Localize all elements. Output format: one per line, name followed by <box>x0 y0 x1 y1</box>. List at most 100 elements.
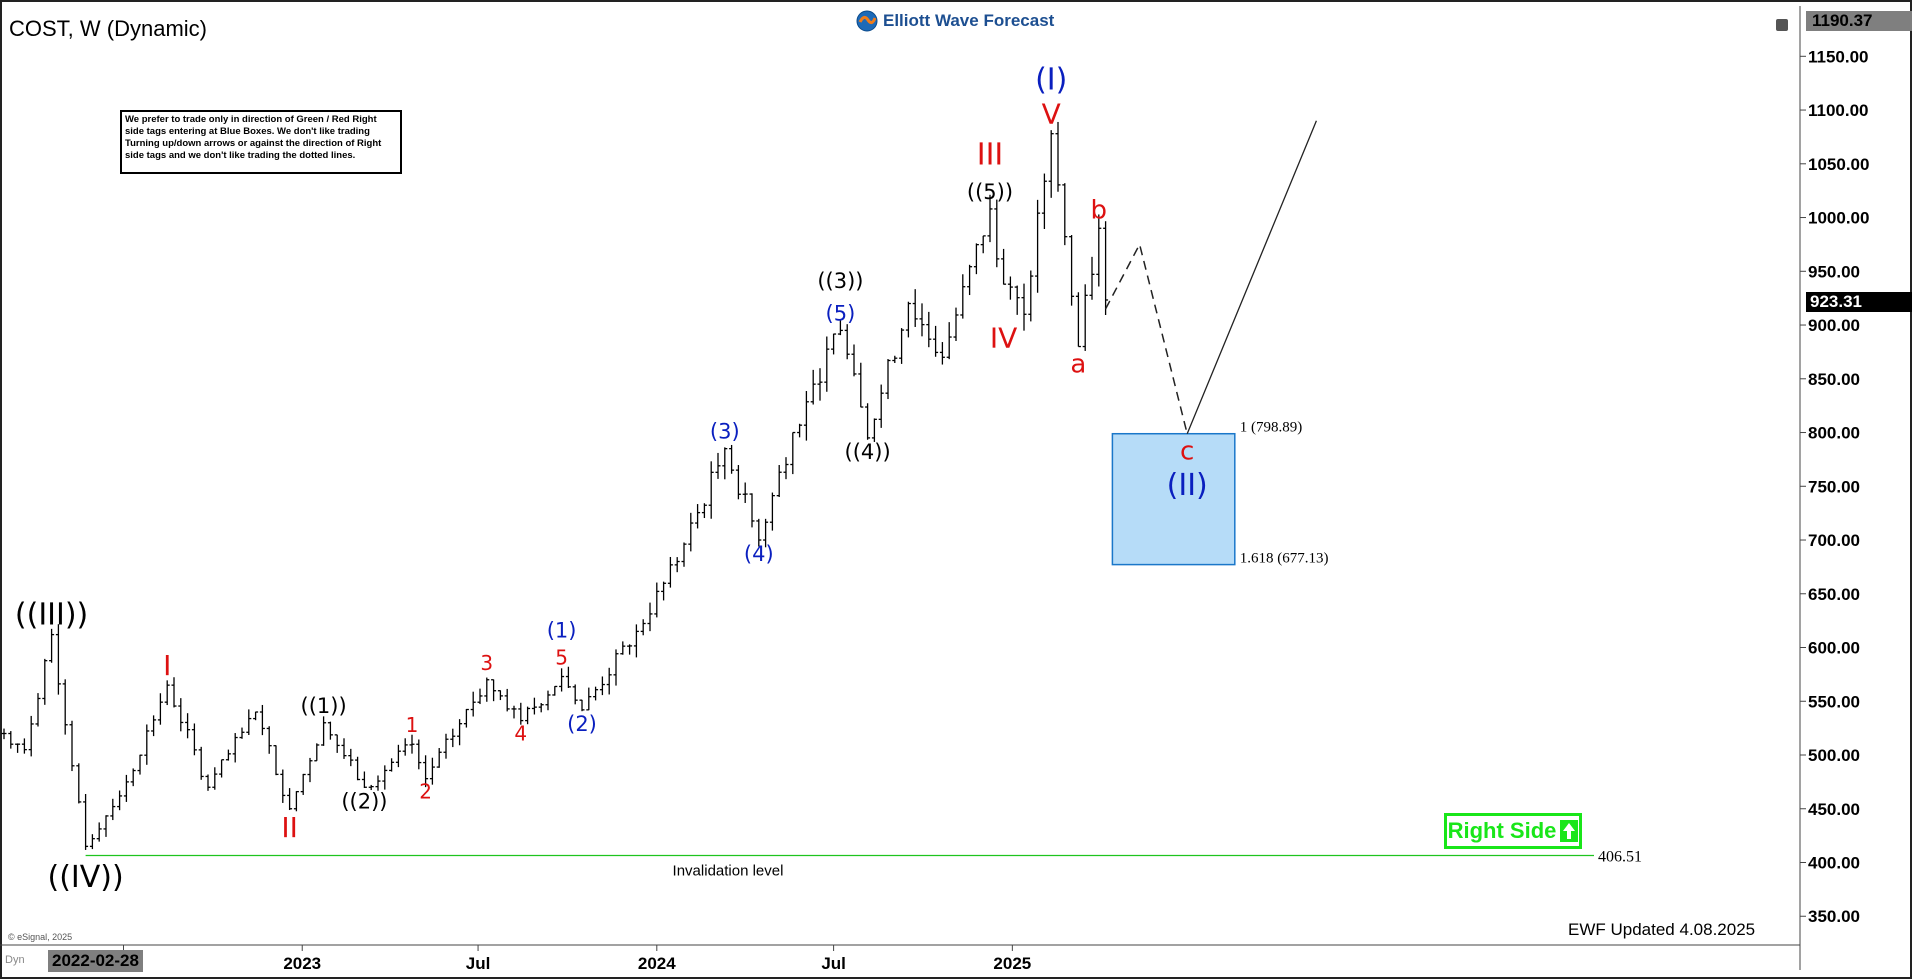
ohlc-bar <box>994 199 1000 268</box>
ohlc-bar <box>1014 285 1020 315</box>
price-tick-label: 900.00 <box>1808 316 1860 335</box>
price-tick-label: 500.00 <box>1808 746 1860 765</box>
ohlc-bar <box>491 679 497 702</box>
ohlc-bar <box>844 324 850 360</box>
ohlc-bar <box>525 706 531 725</box>
ohlc-bar <box>776 465 782 498</box>
ohlc-bar <box>790 431 796 475</box>
ohlc-bar <box>96 822 102 842</box>
wave-label: (1) <box>547 619 577 643</box>
ohlc-bar <box>708 461 714 519</box>
wave-label: (2) <box>567 712 597 736</box>
ohlc-bar <box>470 691 476 717</box>
ohlc-bar <box>899 328 905 364</box>
wave-label: 1 <box>406 713 419 737</box>
ohlc-bar <box>232 733 238 763</box>
time-tick-label: 2025 <box>993 954 1031 973</box>
wave-label: 4 <box>514 722 527 746</box>
ohlc-bar <box>511 705 517 719</box>
price-tick-label: 700.00 <box>1808 531 1860 550</box>
ohlc-bar <box>878 384 884 428</box>
time-tick-label: Jul <box>821 954 846 973</box>
box-top-label: 1 (798.89) <box>1240 420 1303 436</box>
wave-label: (3) <box>710 420 740 444</box>
ohlc-bar <box>382 765 388 790</box>
ohlc-bar <box>1089 256 1095 300</box>
ohlc-bar <box>912 289 918 327</box>
wave-label: IV <box>990 322 1017 355</box>
ohlc-bar <box>1007 276 1013 300</box>
price-top-tag: 1190.37 <box>1806 11 1912 31</box>
ohlc-bar <box>117 790 123 811</box>
time-tick-label: 2023 <box>283 954 321 973</box>
ohlc-bar <box>429 757 435 785</box>
chart-title: COST, W (Dynamic) <box>9 16 207 41</box>
ohlc-bar <box>518 702 524 725</box>
ohlc-bar <box>701 503 707 519</box>
ohlc-bar <box>266 726 272 754</box>
ohlc-bar <box>946 322 952 360</box>
ohlc-bar <box>1082 284 1088 351</box>
ohlc-bar <box>885 359 891 400</box>
logo-icon <box>856 10 878 32</box>
ohlc-bar <box>436 748 442 768</box>
ohlc-bar <box>545 690 551 711</box>
window-restore-icon[interactable] <box>1776 19 1788 31</box>
ohlc-bar <box>361 771 367 789</box>
ohlc-bar <box>1021 283 1027 331</box>
ohlc-bar <box>314 743 320 762</box>
ohlc-bar <box>1041 173 1047 229</box>
ohlc-bar <box>871 418 877 442</box>
price-tick-label: 650.00 <box>1808 585 1860 604</box>
ohlc-bar <box>980 235 986 254</box>
ohlc-bar <box>722 447 728 480</box>
ohlc-bar <box>198 746 204 780</box>
wave-label: 2 <box>419 780 432 804</box>
ohlc-bar <box>457 719 463 746</box>
ohlc-bar <box>1069 235 1075 306</box>
wave-label: ((3)) <box>817 269 863 293</box>
ohlc-bar <box>783 457 789 480</box>
ohlc-bar <box>858 362 864 408</box>
wave-label: (5) <box>826 301 856 325</box>
last-price-tag: 923.31 <box>1806 292 1912 312</box>
ohlc-bar <box>661 581 667 601</box>
ohlc-bar <box>477 688 483 705</box>
ohlc-bar <box>253 711 259 721</box>
ohlc-bar <box>191 723 197 756</box>
ohlc-bar <box>35 693 41 727</box>
ohlc-bar <box>28 715 34 757</box>
ohlc-bar <box>212 767 218 790</box>
ohlc-bar <box>497 690 503 701</box>
ohlc-bar <box>538 702 544 713</box>
wave-label: (II) <box>1167 468 1208 503</box>
ohlc-bar <box>8 731 14 749</box>
ohlc-bar <box>763 518 769 548</box>
ohlc-bar <box>613 649 619 686</box>
wave-label: ((2)) <box>341 789 387 813</box>
ohlc-bar <box>654 582 660 618</box>
wave-label: (4) <box>744 542 774 566</box>
ohlc-bar <box>355 756 361 781</box>
price-tick-label: 1000.00 <box>1808 209 1869 228</box>
invalidation-label: Invalidation level <box>673 863 784 880</box>
ohlc-bar <box>831 333 837 355</box>
ohlc-bar <box>225 749 231 761</box>
annotation-layer: 406.51 Invalidation level 1 (798.89) 1.618 … <box>15 62 1642 895</box>
ohlc-bar <box>939 342 945 365</box>
ohlc-bar <box>389 758 395 772</box>
ohlc-bar <box>1001 248 1007 285</box>
wave-label: II <box>281 811 298 844</box>
price-tick-label: 1050.00 <box>1808 155 1869 174</box>
ohlc-bar <box>307 757 313 783</box>
price-tick-label: 850.00 <box>1808 370 1860 389</box>
start-date-tag: 2022-02-28 <box>48 950 143 972</box>
ohlc-bar <box>1048 130 1054 198</box>
ohlc-bar <box>933 325 939 357</box>
wave-label: V <box>1042 98 1061 131</box>
ohlc-bar <box>205 774 211 791</box>
ohlc-bar <box>164 680 170 706</box>
ohlc-bar <box>69 720 75 772</box>
projection-dashed <box>1104 242 1188 434</box>
wave-label: ((IV)) <box>48 860 124 895</box>
